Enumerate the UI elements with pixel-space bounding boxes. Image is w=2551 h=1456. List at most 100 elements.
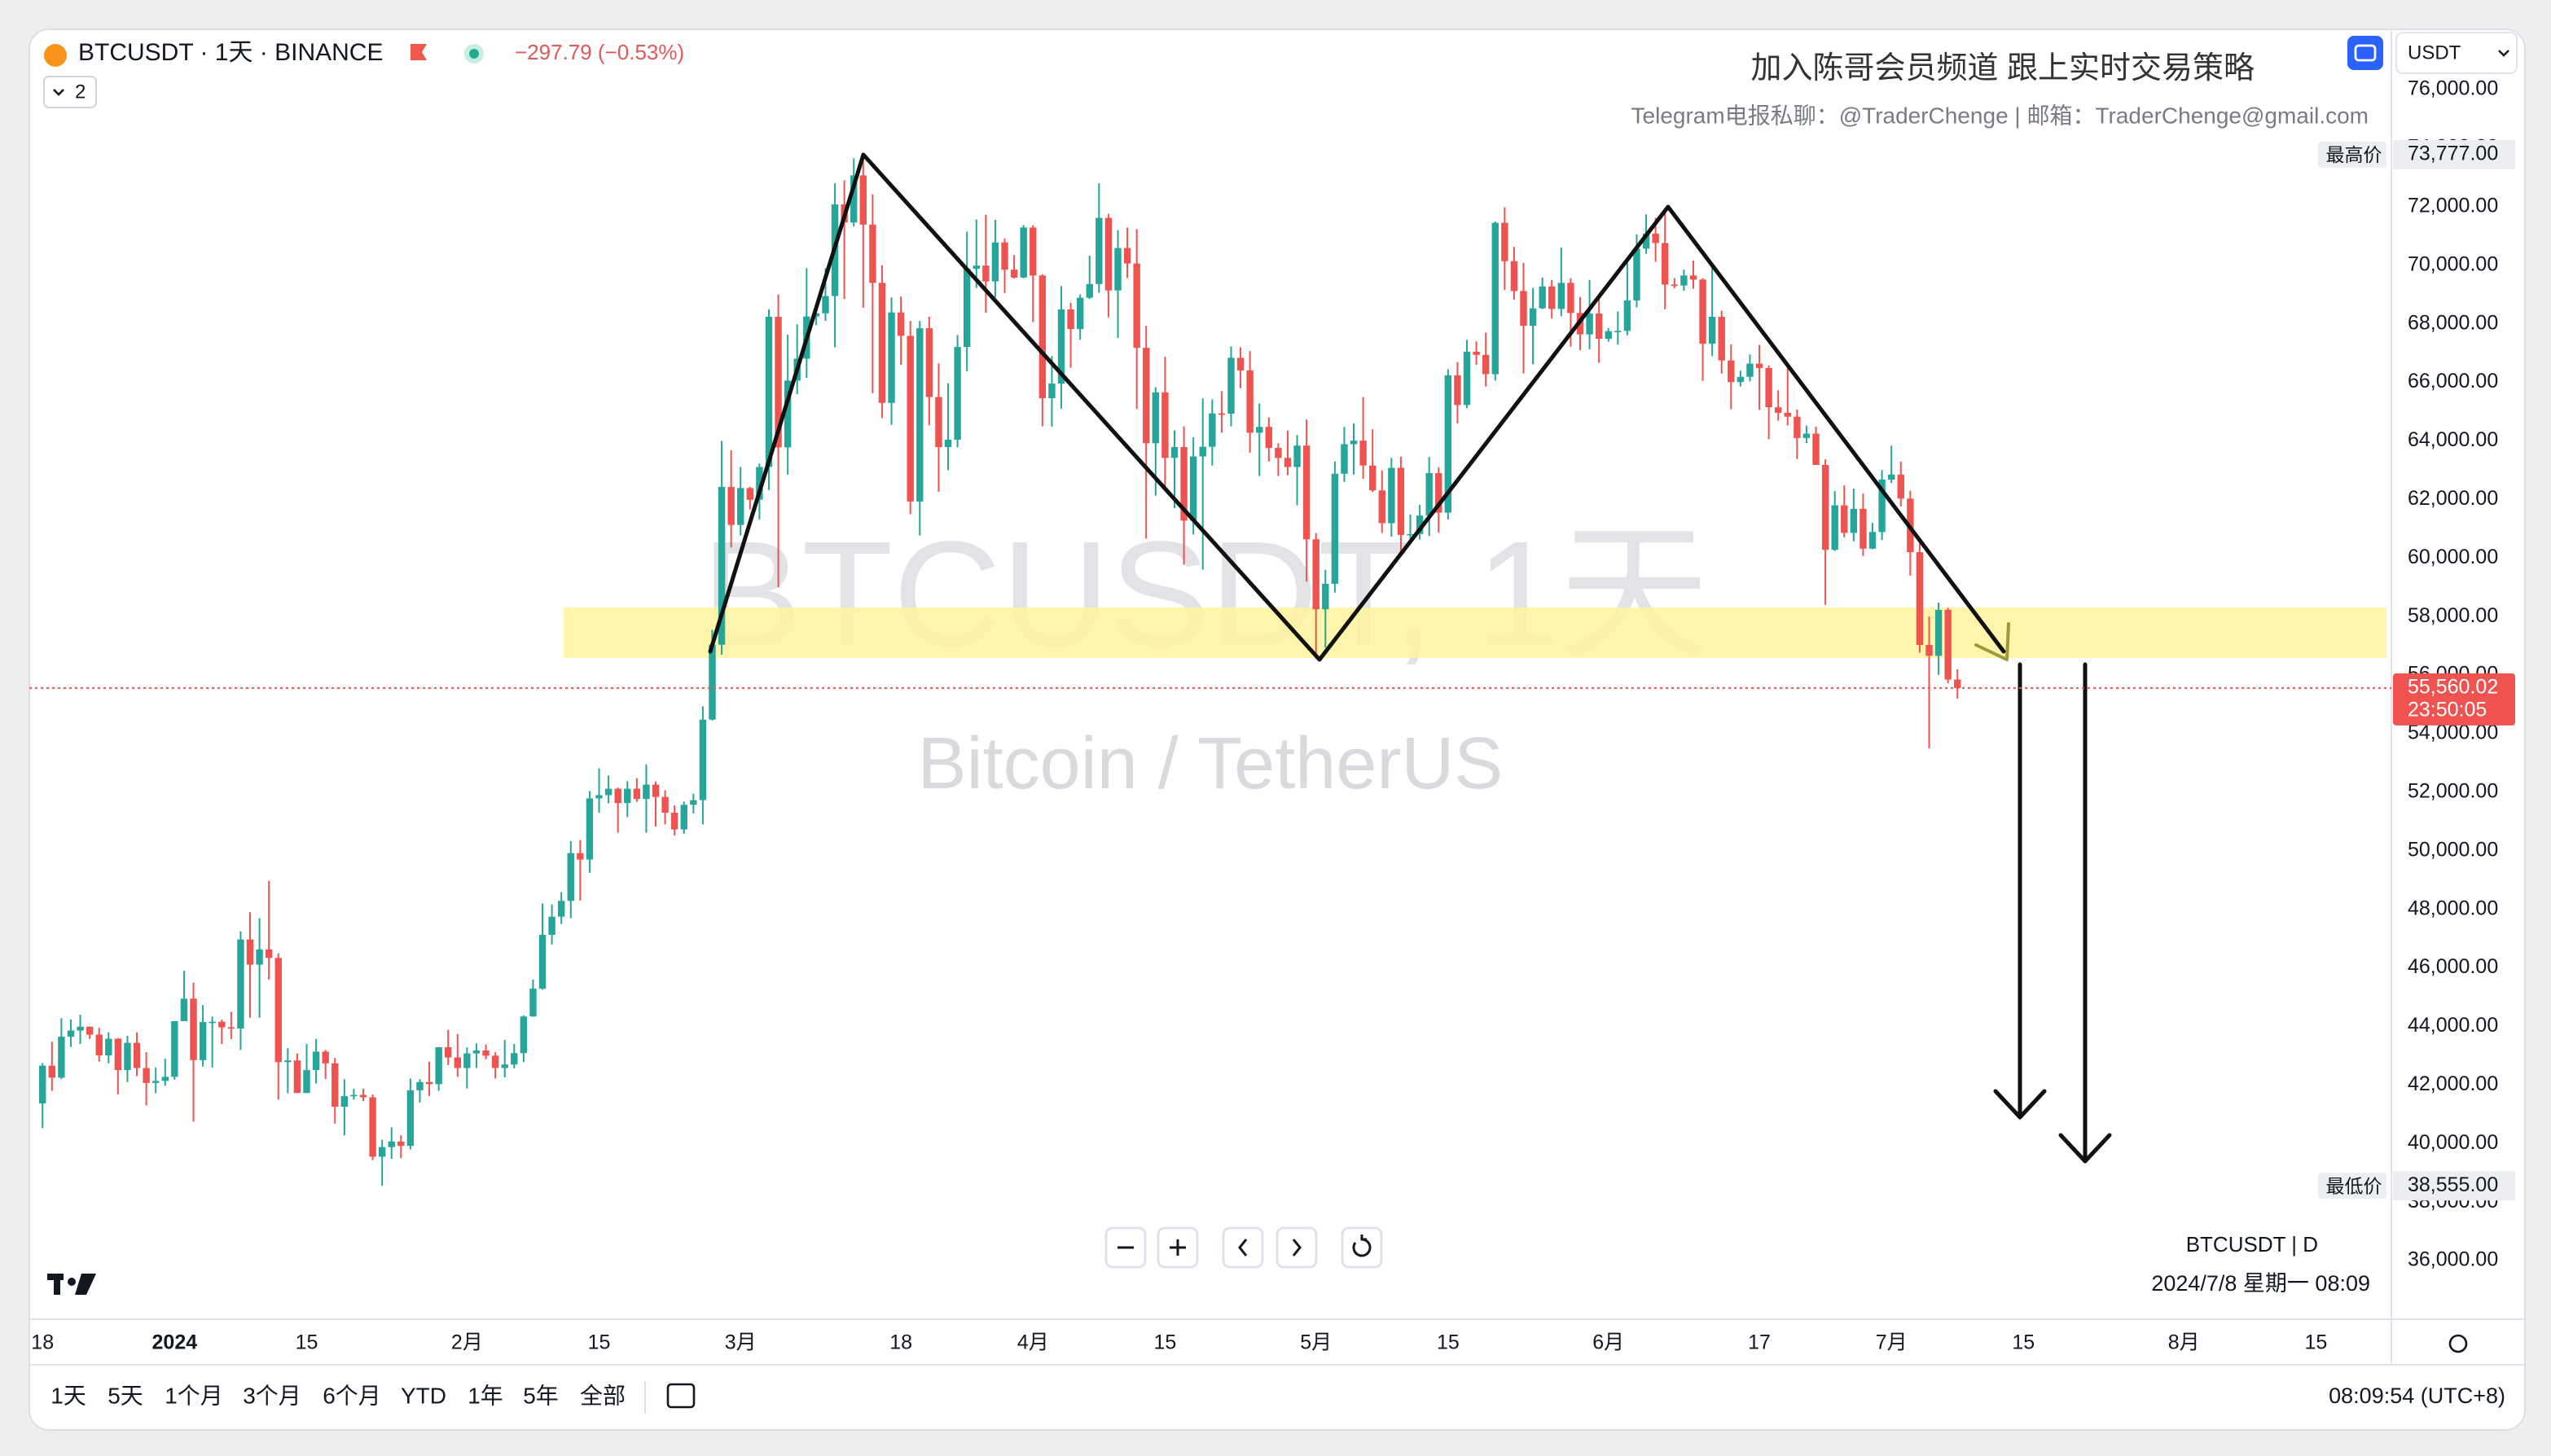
candle-body [1048, 384, 1056, 398]
range-button[interactable]: 5天 [108, 1383, 143, 1408]
candle-body [643, 784, 650, 800]
double-top-pattern [708, 152, 2006, 662]
promo-title: 加入陈哥会员频道 跟上实时交易策略 [1750, 51, 2255, 86]
reset-view[interactable] [1341, 1226, 1383, 1269]
candle-body [180, 998, 188, 1022]
candle-body [670, 813, 678, 830]
candle-body [1708, 317, 1716, 344]
candle-body [1746, 363, 1754, 377]
range-button[interactable]: YTD [401, 1383, 446, 1408]
low-price-label: 38,555.00 [2408, 1173, 2498, 1196]
settings-button[interactable] [2448, 1334, 2468, 1353]
candle-body [161, 1077, 169, 1081]
candle-body [991, 242, 999, 282]
candle-body [973, 265, 980, 270]
candle-body [1095, 217, 1103, 284]
candle-body [1821, 464, 1829, 550]
candle-body [577, 853, 584, 860]
candle-body [765, 317, 773, 467]
candle-body [1934, 609, 1943, 656]
candle-body [388, 1141, 395, 1147]
candle-body [1359, 441, 1367, 466]
candle-body [878, 283, 886, 403]
candle-body [1209, 413, 1216, 447]
candle-body [1199, 446, 1206, 457]
candle-body [944, 440, 952, 448]
range-button[interactable]: 3个月 [243, 1383, 301, 1408]
candle-body [652, 784, 660, 797]
candle-body [58, 1037, 65, 1078]
candle-body [1246, 370, 1254, 433]
x-tick-label: 15 [2304, 1331, 2327, 1354]
candle-body [1189, 456, 1197, 521]
candle-body [1586, 314, 1593, 335]
candle-body [199, 1022, 207, 1060]
candle-body [690, 800, 697, 805]
scroll-left[interactable] [1222, 1226, 1264, 1269]
candle-body [133, 1042, 141, 1068]
high-tag-box [2318, 141, 2386, 168]
candles [39, 154, 1961, 1186]
date-range-button[interactable] [666, 1383, 696, 1409]
last-price-box [2393, 673, 2515, 726]
candle-body [1680, 275, 1688, 286]
candle-body [378, 1147, 386, 1157]
y-tick-label: 60,000.00 [2408, 546, 2498, 568]
y-tick-label: 36,000.00 [2408, 1248, 2498, 1271]
candle-body [963, 269, 971, 348]
candle-body [445, 1047, 452, 1058]
candle-body [680, 805, 687, 830]
icon [1352, 1235, 1372, 1257]
x-tick-label: 15 [1437, 1331, 1460, 1354]
candle-body [1020, 227, 1027, 278]
range-button[interactable]: 全部 [580, 1383, 626, 1408]
candle-body [1812, 433, 1820, 465]
candle-body [1662, 243, 1669, 285]
currency-select[interactable] [2395, 32, 2518, 74]
range-button[interactable]: 1天 [50, 1383, 86, 1408]
x-tick-label: 7月 [1876, 1331, 1908, 1354]
range-button[interactable]: 1年 [468, 1383, 503, 1408]
candle-body [1925, 645, 1933, 656]
range-button[interactable]: 1个月 [165, 1383, 223, 1408]
candle-body [604, 788, 613, 796]
candle-body [1302, 445, 1311, 540]
sync-button[interactable] [2347, 36, 2383, 70]
candle-body [529, 989, 537, 1017]
candle-body [293, 1060, 301, 1094]
range-button[interactable]: 6个月 [323, 1383, 381, 1408]
low-price-box [2393, 1171, 2515, 1201]
candle-body [190, 998, 197, 1060]
candle-body [171, 1021, 178, 1077]
candle-body [1529, 308, 1537, 327]
promo-contact: Telegram电报私聊：@TraderChenge | 邮箱：TraderCh… [1631, 103, 2369, 128]
candle-body [501, 1064, 508, 1068]
indicator-toggle[interactable] [43, 76, 97, 108]
candle-body [143, 1068, 150, 1083]
candle-body [1728, 360, 1735, 383]
candle-body [897, 312, 905, 336]
candle-body [95, 1034, 103, 1056]
x-tick-label: 15 [588, 1331, 611, 1354]
y-tick-label: 44,000.00 [2408, 1014, 2498, 1037]
candle-body [746, 488, 754, 500]
candle-body [737, 488, 744, 525]
x-tick-label: 3月 [725, 1331, 757, 1354]
y-tick-label: 52,000.00 [2408, 779, 2498, 802]
candle-body [86, 1026, 94, 1035]
scroll-right[interactable] [1276, 1226, 1318, 1269]
candle-body [1775, 407, 1782, 413]
tv-logo [47, 1274, 96, 1295]
candle-body [1689, 275, 1697, 280]
range-button[interactable]: 5年 [523, 1383, 559, 1408]
candle-body [1218, 413, 1226, 415]
candle-body [1293, 445, 1301, 467]
x-tick-label: 15 [1154, 1331, 1177, 1354]
icon [1170, 1239, 1186, 1256]
candle-body [699, 719, 707, 800]
candle-body [1312, 539, 1319, 610]
y-tick-label: 48,000.00 [2408, 897, 2498, 919]
candle-body [359, 1094, 367, 1098]
candle-body [1878, 479, 1886, 533]
